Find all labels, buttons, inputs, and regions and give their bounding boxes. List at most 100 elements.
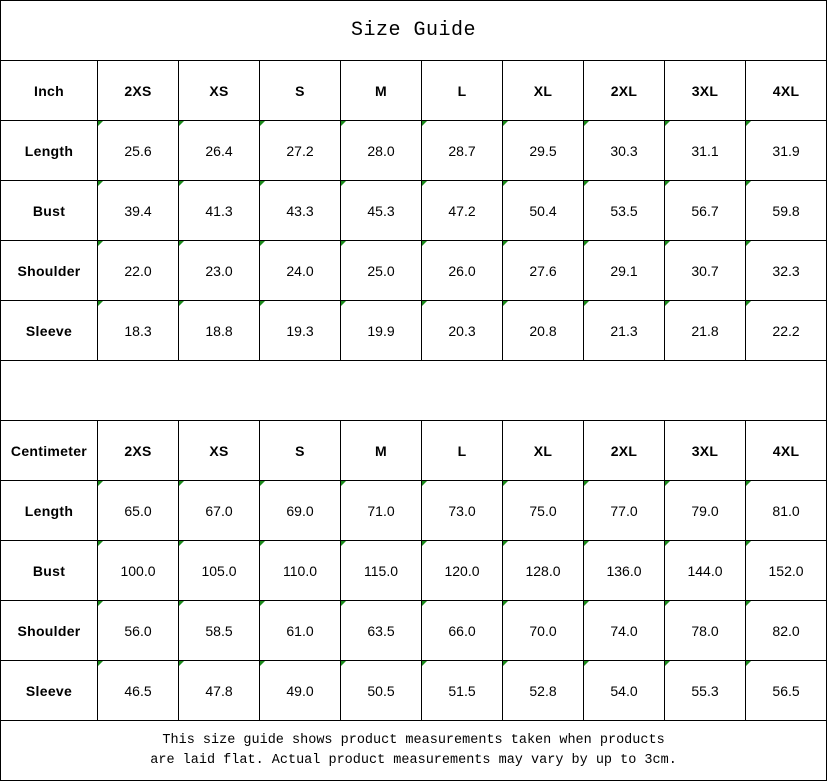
table-row: Sleeve 46.5 47.8 49.0 50.5 51.5 52.8 54.0 55.3 56… — [0, 660, 828, 721]
measurement-cell: 27.2 — [259, 120, 341, 181]
table-row: Length 25.6 26.4 27.2 28.0 28.7 29.5 30.3 31.1 31… — [0, 120, 828, 181]
measurement-cell: 27.6 — [502, 240, 584, 301]
measurement-cell: 59.8 — [744, 180, 828, 241]
page-title: Size Guide — [0, 0, 828, 61]
size-header-xl: XL — [502, 60, 584, 121]
measurement-cell: 46.5 — [97, 660, 179, 721]
row-label: Shoulder — [0, 240, 98, 301]
row-label: Sleeve — [0, 300, 98, 361]
measurement-cell: 26.0 — [421, 240, 503, 301]
measurement-cell: 32.3 — [744, 240, 828, 301]
note-line-2: are laid flat. Actual product measuremen… — [150, 752, 677, 768]
measurement-cell: 73.0 — [421, 480, 503, 541]
size-header-l: L — [421, 60, 503, 121]
measurement-cell: 54.0 — [583, 660, 665, 721]
row-label: Sleeve — [0, 660, 98, 721]
measurement-cell: 110.0 — [259, 540, 341, 601]
measurement-cell: 128.0 — [502, 540, 584, 601]
measurement-cell: 18.3 — [97, 300, 179, 361]
measurement-cell: 29.5 — [502, 120, 584, 181]
measurement-cell: 29.1 — [583, 240, 665, 301]
measurement-cell: 82.0 — [744, 600, 828, 661]
measurement-cell: 77.0 — [583, 480, 665, 541]
measurement-cell: 19.3 — [259, 300, 341, 361]
table-row: Sleeve 18.3 18.8 19.3 19.9 20.3 20.8 21.3 21.8 22… — [0, 300, 828, 361]
size-header-xs: XS — [178, 60, 260, 121]
spacer-cell — [0, 360, 828, 421]
table-row: Shoulder 56.0 58.5 61.0 63.5 66.0 70.0 74.0 78.0… — [0, 600, 828, 661]
size-header-2xs: 2XS — [97, 420, 179, 481]
size-header-4xl: 4XL — [744, 60, 828, 121]
measurement-cell: 21.3 — [583, 300, 665, 361]
measurement-cell: 47.8 — [178, 660, 260, 721]
measurement-cell: 105.0 — [178, 540, 260, 601]
size-header-3xl: 3XL — [664, 420, 746, 481]
measurement-cell: 22.2 — [744, 300, 828, 361]
unit-header: Centimeter — [0, 420, 98, 481]
measurement-cell: 144.0 — [664, 540, 746, 601]
size-header-l: L — [421, 420, 503, 481]
measurement-cell: 136.0 — [583, 540, 665, 601]
size-header-2xl: 2XL — [583, 420, 665, 481]
measurement-cell: 23.0 — [178, 240, 260, 301]
size-header-m: M — [340, 60, 422, 121]
table-row: Bust 100.0 105.0 110.0 115.0 120.0 128.0 136.0 1… — [0, 540, 828, 601]
measurement-cell: 52.8 — [502, 660, 584, 721]
size-header-2xl: 2XL — [583, 60, 665, 121]
measurement-cell: 55.3 — [664, 660, 746, 721]
note-row: This size guide shows product measuremen… — [0, 720, 828, 781]
measurement-cell: 26.4 — [178, 120, 260, 181]
size-header-2xs: 2XS — [97, 60, 179, 121]
measurement-cell: 56.5 — [744, 660, 828, 721]
size-header-s: S — [259, 60, 341, 121]
measurement-cell: 45.3 — [340, 180, 422, 241]
measurement-cell: 22.0 — [97, 240, 179, 301]
measurement-cell: 28.7 — [421, 120, 503, 181]
measurement-cell: 56.0 — [97, 600, 179, 661]
table-row: Shoulder 22.0 23.0 24.0 25.0 26.0 27.6 29.1 30.7… — [0, 240, 828, 301]
measurement-cell: 50.4 — [502, 180, 584, 241]
note-line-1: This size guide shows product measuremen… — [162, 732, 665, 748]
measurement-cell: 25.0 — [340, 240, 422, 301]
measurement-cell: 20.8 — [502, 300, 584, 361]
measurement-cell: 61.0 — [259, 600, 341, 661]
size-header-xl: XL — [502, 420, 584, 481]
size-header-4xl: 4XL — [744, 420, 828, 481]
size-header-s: S — [259, 420, 341, 481]
measurement-cell: 53.5 — [583, 180, 665, 241]
measurement-cell: 21.8 — [664, 300, 746, 361]
measurement-cell: 152.0 — [744, 540, 828, 601]
spacer-row — [0, 360, 828, 421]
header-row: Inch 2XS XS S M L XL 2XL 3XL 4XL — [0, 60, 828, 121]
measurement-cell: 63.5 — [340, 600, 422, 661]
measurement-cell: 31.9 — [744, 120, 828, 181]
measurement-cell: 75.0 — [502, 480, 584, 541]
measurement-cell: 25.6 — [97, 120, 179, 181]
measurement-cell: 81.0 — [744, 480, 828, 541]
measurement-cell: 24.0 — [259, 240, 341, 301]
measurement-cell: 67.0 — [178, 480, 260, 541]
measurement-cell: 58.5 — [178, 600, 260, 661]
measurement-cell: 39.4 — [97, 180, 179, 241]
row-label: Shoulder — [0, 600, 98, 661]
size-header-m: M — [340, 420, 422, 481]
measurement-cell: 30.3 — [583, 120, 665, 181]
measurement-cell: 70.0 — [502, 600, 584, 661]
header-row: Centimeter 2XS XS S M L XL 2XL 3XL 4XL — [0, 420, 828, 481]
measurement-cell: 20.3 — [421, 300, 503, 361]
size-header-xs: XS — [178, 420, 260, 481]
measurement-cell: 74.0 — [583, 600, 665, 661]
table-row: Bust 39.4 41.3 43.3 45.3 47.2 50.4 53.5 56.7 59.8 — [0, 180, 828, 241]
measurement-cell: 30.7 — [664, 240, 746, 301]
measurement-cell: 19.9 — [340, 300, 422, 361]
measurement-cell: 65.0 — [97, 480, 179, 541]
measurement-cell: 115.0 — [340, 540, 422, 601]
measurement-cell: 71.0 — [340, 480, 422, 541]
measurement-cell: 18.8 — [178, 300, 260, 361]
row-label: Bust — [0, 540, 98, 601]
row-label: Bust — [0, 180, 98, 241]
measurement-cell: 69.0 — [259, 480, 341, 541]
measurement-cell: 78.0 — [664, 600, 746, 661]
